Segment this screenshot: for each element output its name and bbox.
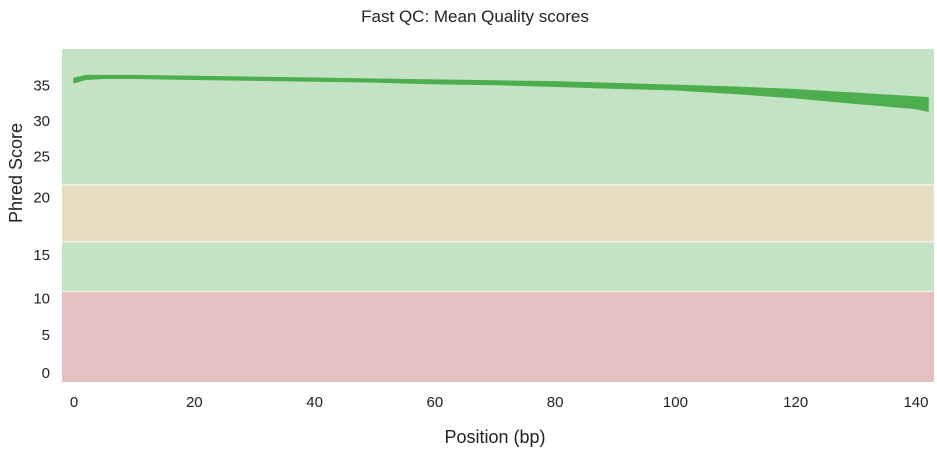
x-tick-label: 0: [70, 394, 78, 411]
x-tick-label: 140: [903, 394, 928, 411]
x-tick-label: 100: [663, 394, 688, 411]
y-tick-label: 5: [42, 327, 50, 344]
x-tick-label: 20: [186, 394, 203, 411]
y-tick-label: 0: [42, 365, 50, 382]
x-tick-label: 60: [427, 394, 444, 411]
x-axis-ticks: 0 20 40 60 80 100 120 140: [70, 394, 929, 411]
quality-band-3: [62, 49, 934, 185]
quality-bands: [62, 49, 934, 382]
y-tick-label: 10: [33, 291, 50, 308]
quality-band-1: [62, 241, 934, 292]
y-tick-label: 25: [33, 148, 50, 165]
y-tick-label: 35: [33, 77, 50, 94]
quality-band-0: [62, 291, 934, 382]
y-tick-label: 15: [33, 247, 50, 264]
x-tick-label: 40: [306, 394, 323, 411]
y-axis-ticks: 0 5 10 15 20 25 30 35: [33, 77, 50, 382]
x-tick-label: 120: [783, 394, 808, 411]
chart-title: Fast QC: Mean Quality scores: [361, 7, 589, 26]
x-axis-label: Position (bp): [444, 427, 545, 447]
y-axis-label: Phred Score: [6, 123, 26, 223]
x-tick-label: 80: [547, 394, 564, 411]
quality-band-2: [62, 184, 934, 242]
mean-quality-line-0: [73, 74, 929, 112]
y-tick-label: 30: [33, 113, 50, 130]
band-boundaries: [62, 184, 934, 293]
y-tick-label: 20: [33, 189, 50, 206]
series-layer: [73, 74, 929, 112]
